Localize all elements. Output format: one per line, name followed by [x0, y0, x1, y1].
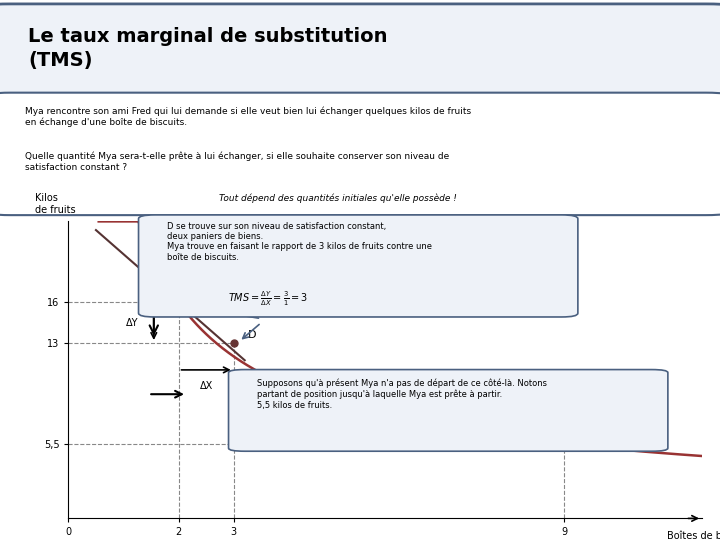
Text: Tout dépend des quantités initiales qu'elle possède !: Tout dépend des quantités initiales qu'e… [220, 193, 457, 202]
Text: Supposons qu'à présent Mya n'a pas de départ de ce côté-là. Notons
partant de po: Supposons qu'à présent Mya n'a pas de dé… [257, 379, 547, 409]
Text: F: F [578, 431, 585, 442]
Text: ΔY: ΔY [126, 318, 139, 328]
FancyBboxPatch shape [0, 93, 720, 215]
FancyBboxPatch shape [228, 369, 668, 451]
Text: Le taux marginal de substitution
(TMS): Le taux marginal de substitution (TMS) [28, 27, 387, 70]
Text: Boîtes de biscuits: Boîtes de biscuits [667, 531, 720, 540]
Text: B: B [192, 289, 200, 300]
Text: Kilos
de fruits: Kilos de fruits [35, 193, 76, 214]
Text: ΔX: ΔX [199, 381, 213, 391]
Text: Mya rencontre son ami Fred qui lui demande si elle veut bien lui échanger quelqu: Mya rencontre son ami Fred qui lui deman… [24, 106, 471, 127]
FancyBboxPatch shape [0, 4, 720, 96]
Text: $TMS = \frac{\Delta Y}{\Delta X} = \frac{3}{1} = 3$: $TMS = \frac{\Delta Y}{\Delta X} = \frac… [228, 290, 308, 308]
Text: D se trouve sur son niveau de satisfaction constant,
deux paniers de biens.
Mya : D se trouve sur son niveau de satisfacti… [167, 221, 432, 262]
FancyBboxPatch shape [138, 215, 578, 317]
Text: Quelle quantité Mya sera-t-elle prête à lui échanger, si elle souhaite conserver: Quelle quantité Mya sera-t-elle prête à … [24, 152, 449, 172]
Text: D: D [248, 330, 256, 340]
